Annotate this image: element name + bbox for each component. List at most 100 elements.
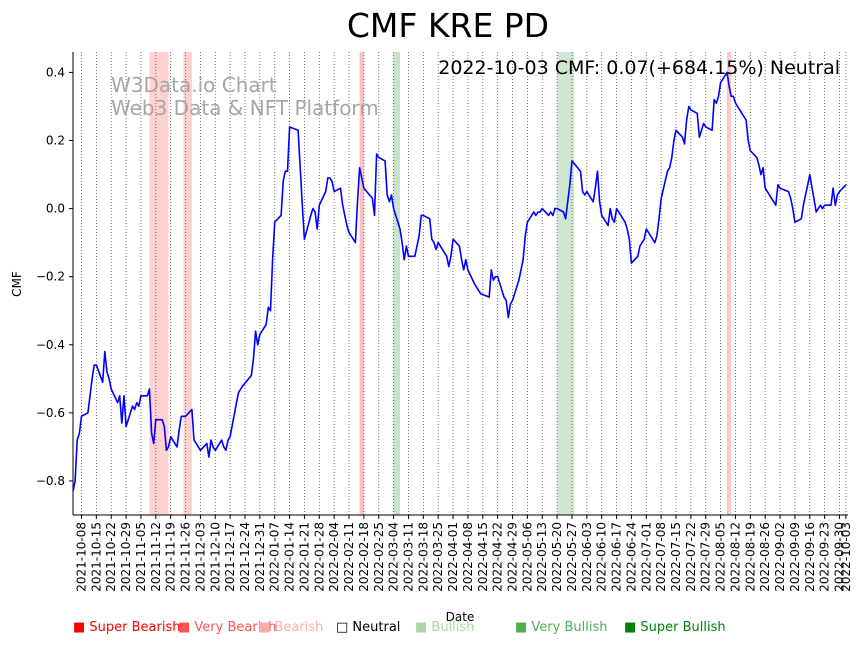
x-tick-label: 2022-08-19: [743, 522, 757, 592]
data-point: [524, 235, 526, 237]
data-point: [91, 378, 93, 380]
data-point: [518, 279, 520, 281]
data-point: [571, 160, 573, 162]
data-point: [509, 303, 511, 305]
data-point: [458, 245, 460, 247]
data-point: [565, 218, 567, 220]
data-point: [223, 446, 225, 448]
x-tick-label: 2022-09-23: [818, 522, 832, 592]
x-tick-label: 2021-12-24: [238, 522, 252, 592]
x-tick-label: 2021-10-15: [89, 522, 103, 592]
data-point: [819, 204, 822, 206]
data-point: [645, 228, 647, 230]
data-point: [488, 296, 490, 298]
data-point: [414, 255, 416, 257]
data-point: [775, 204, 777, 206]
signal-regions: [149, 52, 732, 515]
data-point: [703, 122, 705, 125]
data-point: [698, 136, 701, 138]
x-tick-label: 2022-05-20: [550, 522, 564, 592]
data-point: [673, 139, 675, 142]
x-tick-label: 2022-10-03: [839, 522, 853, 592]
data-point: [235, 402, 238, 404]
cmf-line: [72, 71, 847, 492]
data-point: [384, 160, 386, 162]
data-point: [511, 299, 514, 302]
x-axis-label: Date: [446, 610, 475, 624]
data-point: [416, 245, 418, 247]
data-point: [503, 296, 505, 298]
data-point: [329, 177, 331, 179]
x-tick-label: 2022-06-17: [610, 522, 624, 592]
data-point: [550, 211, 552, 213]
x-tick-label: 2021-10-22: [104, 522, 118, 592]
data-point: [688, 105, 690, 108]
x-tick-label: 2022-04-22: [491, 522, 505, 592]
x-tick-label: 2022-04-08: [461, 522, 475, 592]
x-tick-label: 2022-09-09: [788, 522, 802, 592]
data-point: [76, 439, 78, 441]
x-tick-label: 2022-09-16: [803, 522, 817, 592]
data-point: [465, 259, 467, 261]
data-point: [119, 395, 121, 397]
x-tick-label: 2022-07-08: [654, 522, 668, 592]
data-point: [539, 211, 541, 213]
data-point: [318, 204, 320, 206]
data-point: [607, 225, 609, 227]
data-point: [845, 184, 847, 186]
x-tick-label: 2022-09-02: [773, 522, 787, 592]
x-tick-label: 2022-06-10: [595, 522, 609, 592]
legend-item-neutral: □ Neutral: [336, 620, 401, 635]
x-tick-label: 2021-11-19: [164, 522, 178, 592]
data-point: [705, 126, 707, 128]
data-point: [626, 228, 628, 230]
data-point: [301, 204, 303, 206]
data-point: [696, 112, 698, 114]
data-point: [403, 259, 405, 261]
data-point: [616, 208, 618, 210]
data-point: [252, 357, 255, 359]
data-point: [257, 344, 259, 346]
grid-lines: [81, 52, 847, 515]
data-point: [331, 180, 333, 182]
data-point: [726, 71, 728, 73]
x-tick-label: 2022-07-22: [684, 522, 698, 592]
data-point: [807, 184, 809, 186]
x-tick-label: 2021-12-31: [253, 522, 267, 592]
data-point: [405, 245, 407, 247]
data-point: [87, 412, 89, 414]
data-point: [344, 214, 346, 216]
data-point: [106, 371, 108, 373]
data-point: [153, 442, 155, 445]
data-point: [448, 265, 450, 268]
x-tick-label: 2022-03-25: [431, 522, 445, 592]
data-point: [834, 204, 836, 206]
data-point: [170, 436, 172, 438]
x-tick-label: 2021-10-08: [74, 522, 88, 592]
data-point: [641, 242, 643, 244]
data-point: [74, 480, 76, 482]
data-point: [267, 306, 269, 308]
data-point: [541, 208, 543, 210]
data-point: [734, 102, 737, 104]
x-tick-label: 2022-01-28: [312, 522, 326, 592]
data-point: [601, 214, 603, 216]
data-point: [728, 85, 730, 87]
data-point: [666, 170, 669, 172]
data-point: [359, 167, 361, 169]
signal-region-5: [726, 52, 732, 515]
data-point: [463, 269, 465, 271]
data-point: [450, 255, 452, 257]
data-point: [584, 194, 586, 196]
data-point: [272, 259, 274, 261]
data-point: [745, 119, 747, 121]
data-point: [592, 201, 594, 203]
data-point: [378, 156, 380, 159]
data-point: [214, 449, 216, 451]
x-tick-label: 2022-06-24: [624, 522, 638, 592]
signal-region-2: [359, 52, 364, 515]
data-point: [787, 191, 790, 193]
data-point: [388, 201, 390, 203]
data-point: [282, 180, 284, 182]
data-point: [444, 252, 446, 254]
